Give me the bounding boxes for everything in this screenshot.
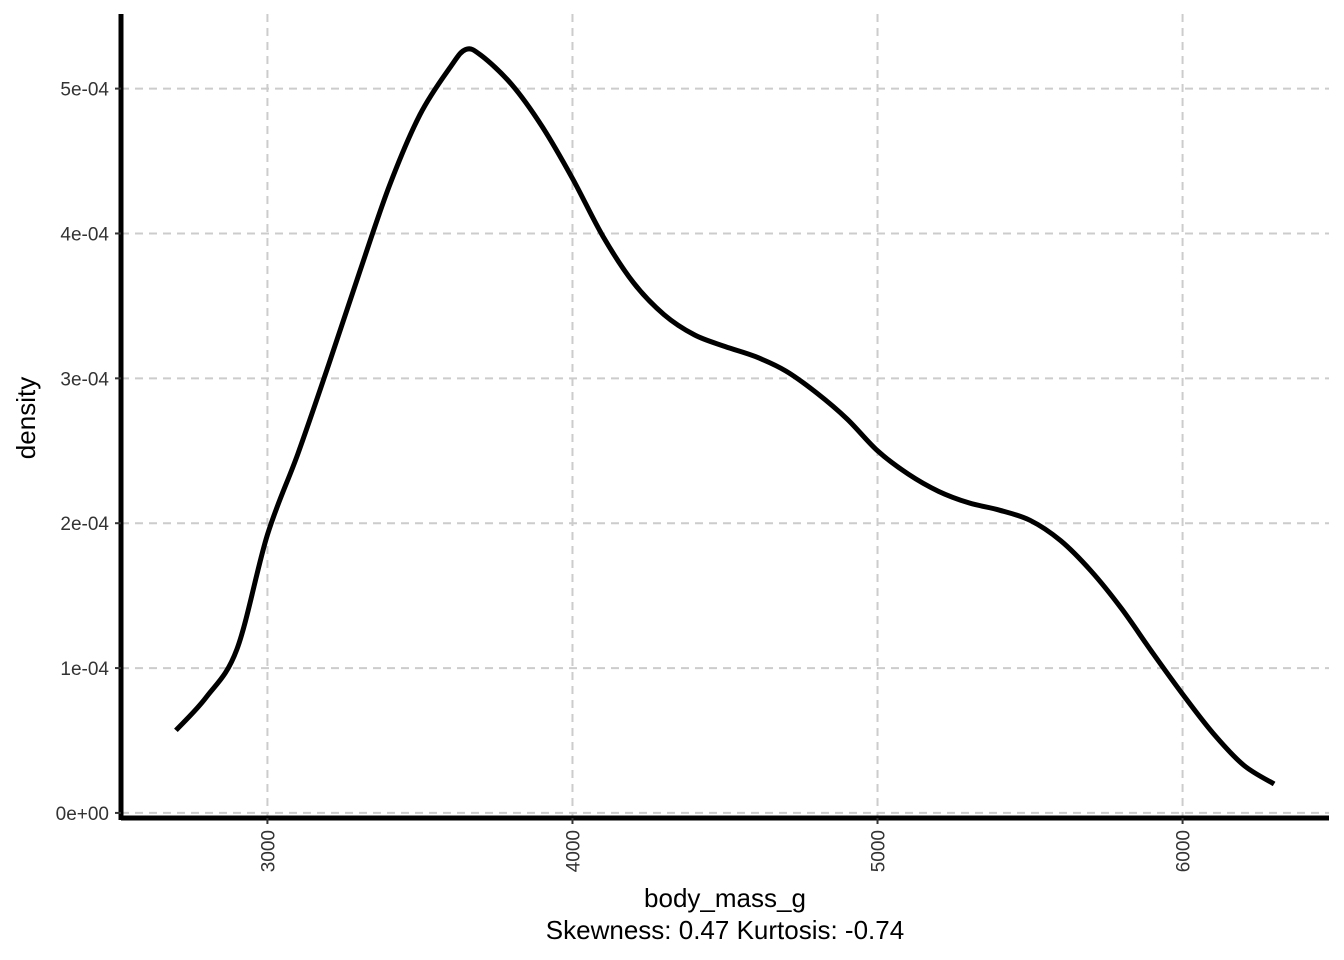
x-axis-title: body_mass_g (644, 883, 806, 913)
tick-labels: 3000 4000 5000 6000 0e+00 1e-04 2e-04 3e-04 4e-0… (56, 80, 1195, 873)
x-tick-label: 6000 (1174, 830, 1195, 872)
y-tick-label: 4e-04 (60, 224, 109, 245)
grid-lines (121, 14, 1329, 818)
y-tick-label: 1e-04 (60, 659, 109, 680)
y-tick-label: 0e+00 (56, 804, 109, 825)
x-tick-label: 3000 (258, 830, 279, 872)
y-tick-label: 3e-04 (60, 369, 109, 390)
x-tick-label: 4000 (563, 830, 584, 872)
plot-area (174, 46, 1276, 787)
y-tick-label: 5e-04 (60, 80, 109, 101)
density-curve (174, 46, 1276, 787)
y-axis-title: density (11, 377, 41, 459)
x-tick-label: 5000 (869, 830, 890, 872)
x-axis-subtitle: Skewness: 0.47 Kurtosis: -0.74 (546, 915, 904, 945)
axes (118, 14, 1329, 821)
y-tick-label: 2e-04 (60, 514, 109, 535)
